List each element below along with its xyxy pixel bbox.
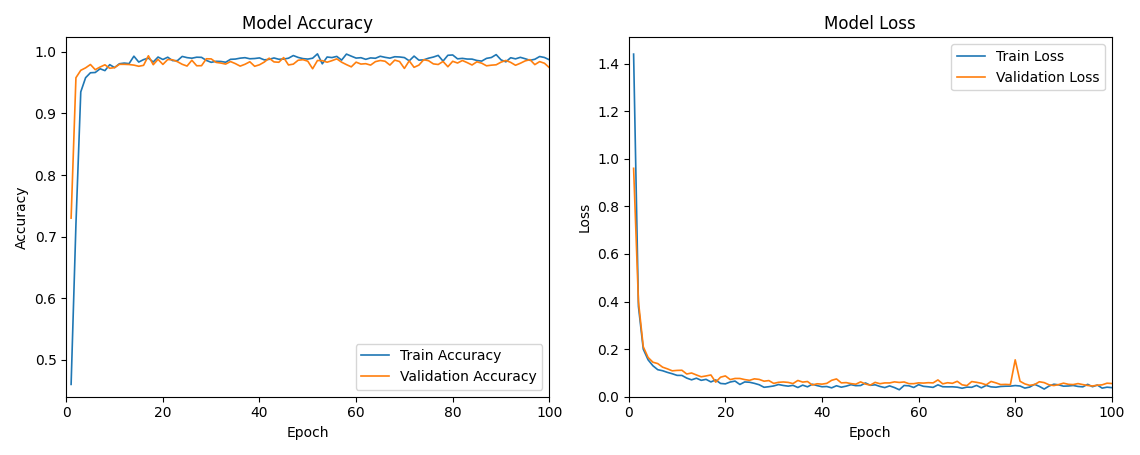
Train Accuracy <box>355 55 368 61</box>
Validation Accuracy <box>161 57 174 62</box>
Train Loss <box>1085 384 1099 389</box>
Train Accuracy <box>316 61 329 66</box>
Validation Accuracy <box>316 58 329 63</box>
Validation Loss <box>718 373 732 379</box>
Train Accuracy <box>310 51 324 56</box>
Validation Loss <box>912 380 926 385</box>
Validation Accuracy <box>523 57 537 62</box>
Train Loss <box>718 381 732 387</box>
Train Loss <box>738 379 751 384</box>
Line: Train Accuracy: Train Accuracy <box>71 54 549 384</box>
Validation Loss <box>1105 381 1118 386</box>
X-axis label: Epoch: Epoch <box>286 426 329 440</box>
Line: Validation Accuracy: Validation Accuracy <box>71 56 549 218</box>
Title: Model Accuracy: Model Accuracy <box>243 15 373 33</box>
Validation Loss <box>1066 382 1080 387</box>
Validation Loss <box>1081 383 1094 388</box>
Train Loss <box>1072 384 1085 389</box>
Validation Loss <box>1085 383 1099 389</box>
Title: Model Loss: Model Loss <box>824 15 917 33</box>
Validation Accuracy <box>180 63 194 69</box>
Line: Validation Loss: Validation Loss <box>634 168 1112 386</box>
Legend: Train Loss, Validation Loss: Train Loss, Validation Loss <box>952 44 1105 91</box>
Train Loss <box>627 51 641 57</box>
Validation Loss <box>873 381 887 386</box>
Validation Accuracy <box>543 65 556 71</box>
Train Loss <box>1105 385 1118 390</box>
Train Accuracy <box>523 58 537 63</box>
Validation Accuracy <box>355 61 368 67</box>
Train Loss <box>873 384 887 389</box>
Train Accuracy <box>508 56 522 61</box>
Train Accuracy <box>156 57 170 62</box>
Train Loss <box>893 387 906 393</box>
X-axis label: Epoch: Epoch <box>849 426 891 440</box>
Y-axis label: Accuracy: Accuracy <box>15 185 28 249</box>
Validation Loss <box>738 377 751 382</box>
Train Accuracy <box>64 382 78 387</box>
Train Loss <box>917 384 930 389</box>
Legend: Train Accuracy, Validation Accuracy: Train Accuracy, Validation Accuracy <box>356 344 543 390</box>
Train Accuracy <box>543 57 556 62</box>
Validation Accuracy <box>508 62 522 68</box>
Validation Loss <box>627 166 641 171</box>
Line: Train Loss: Train Loss <box>634 54 1112 390</box>
Train Accuracy <box>176 54 189 59</box>
Validation Accuracy <box>64 215 78 221</box>
Validation Accuracy <box>141 53 155 59</box>
Y-axis label: Loss: Loss <box>578 202 592 232</box>
